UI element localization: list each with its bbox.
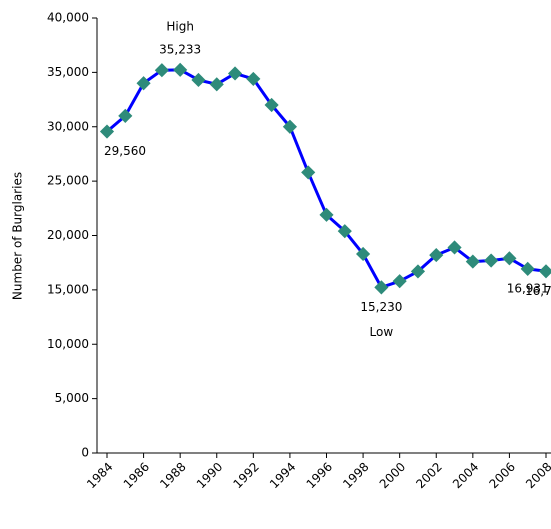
y-tick-label: 0 — [81, 446, 89, 460]
marker — [392, 274, 407, 289]
x-tick-label: 1998 — [340, 460, 371, 491]
marker — [538, 264, 551, 279]
marker — [264, 97, 279, 113]
x-tick-label: 2002 — [413, 460, 444, 491]
marker — [191, 72, 206, 88]
x-tick-label: 1984 — [84, 460, 115, 491]
y-tick-label: 10,000 — [47, 337, 89, 351]
marker — [319, 207, 334, 222]
x-tick-label: 1988 — [157, 460, 188, 491]
annotation: High — [166, 19, 194, 33]
value-label: 16,710 — [525, 284, 551, 298]
y-tick-label: 15,000 — [47, 282, 89, 296]
y-tick-label: 40,000 — [47, 11, 89, 25]
value-label: 35,233 — [159, 42, 201, 56]
x-tick-label: 1990 — [194, 460, 225, 491]
marker — [502, 251, 517, 266]
x-tick-label: 2006 — [487, 460, 518, 491]
line — [106, 68, 547, 289]
y-axis-label: Number of Burglaries — [11, 172, 25, 300]
marker — [447, 240, 462, 255]
marker — [337, 224, 352, 239]
y-tick-label: 30,000 — [47, 119, 89, 133]
marker — [410, 264, 426, 279]
x-tick-label: 2004 — [450, 460, 481, 491]
marker — [282, 119, 297, 134]
y-tick-label: 35,000 — [47, 65, 89, 79]
y-tick-label: 25,000 — [47, 174, 89, 188]
marker — [173, 62, 188, 77]
y-tick-label: 5,000 — [55, 391, 89, 405]
marker — [227, 66, 243, 81]
marker — [209, 77, 224, 92]
x-tick-label: 1996 — [304, 460, 335, 491]
marker — [465, 254, 480, 269]
value-label: 16,931 — [507, 281, 549, 295]
marker — [484, 253, 499, 268]
x-tick-label: 2008 — [523, 460, 551, 491]
marker — [356, 246, 371, 262]
x-tick-label: 1994 — [267, 460, 298, 491]
x-tick-label: 1986 — [121, 460, 152, 491]
y-tick-label: 20,000 — [47, 228, 89, 242]
x-tick-label: 1992 — [230, 460, 261, 491]
value-label: 15,230 — [360, 300, 402, 314]
marker — [374, 280, 389, 295]
marker — [301, 165, 316, 180]
annotation: Low — [370, 325, 394, 339]
x-tick-label: 2000 — [377, 460, 408, 491]
marker — [429, 248, 444, 263]
marker — [520, 261, 535, 276]
value-label: 29,560 — [104, 144, 146, 158]
